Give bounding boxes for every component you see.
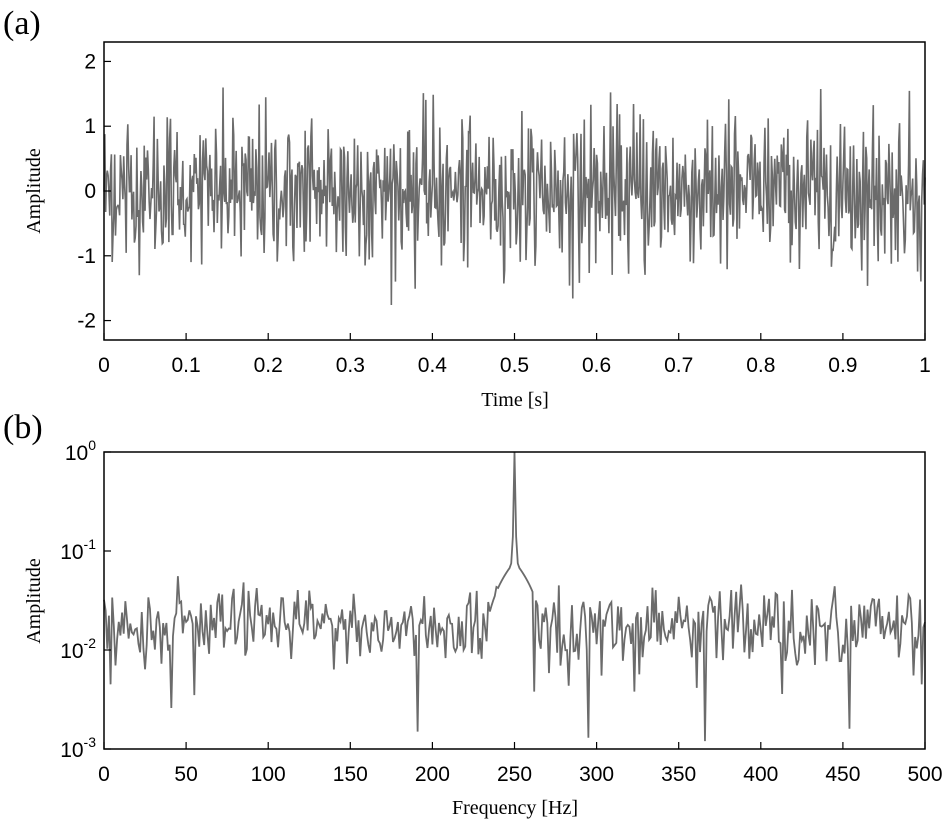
panel-a-x-tick-label: 0.8 bbox=[746, 354, 775, 377]
panel-a-x-axis-title: Time [s] bbox=[481, 389, 549, 411]
panel-b-x-tick-label: 400 bbox=[743, 763, 778, 786]
panel-b-x-tick-label: 200 bbox=[415, 763, 450, 786]
panel-b-x-tick-label: 50 bbox=[174, 763, 197, 786]
panel-b-y-ticks: 100 10-1 10-2 10-3 bbox=[60, 437, 111, 762]
panel-a-signal-line bbox=[103, 87, 926, 306]
panel-b-label: (b) bbox=[3, 409, 43, 446]
panel-a-x-tick-label: 1 bbox=[919, 354, 931, 377]
panel-b-y-tick-label: 10-2 bbox=[60, 635, 96, 663]
panel-a-y-tick-label: -1 bbox=[77, 245, 96, 268]
panel-a-y-axis-title: Amplitude bbox=[23, 148, 45, 234]
panel-a-plot-area bbox=[103, 87, 926, 306]
panel-b-y-tick-label: 10-3 bbox=[60, 734, 96, 762]
panel-a-x-tick-label: 0.7 bbox=[664, 354, 693, 377]
panel-b-x-tick-label: 0 bbox=[98, 763, 110, 786]
panel-b-spectrum-line bbox=[103, 451, 926, 742]
panel-b-x-tick-label: 150 bbox=[333, 763, 368, 786]
panel-b-plot-area bbox=[103, 451, 926, 742]
panel-a-x-tick-label: 0.1 bbox=[171, 354, 200, 377]
panel-a-y-tick-label: -2 bbox=[77, 310, 96, 333]
panel-b-x-tick-label: 250 bbox=[497, 763, 532, 786]
panel-a-y-tick-label: 2 bbox=[84, 50, 96, 73]
panel-b-y-axis-title: Amplitude bbox=[23, 558, 45, 644]
panel-b-x-tick-label: 500 bbox=[907, 763, 942, 786]
panel-a-x-tick-label: 0.3 bbox=[336, 354, 365, 377]
panel-a: (a) 0 0.1 0.2 0.3 0.4 0.5 0.6 0.7 0.8 0.9 1 -2 -1 0 1… bbox=[3, 5, 931, 411]
panel-a-x-tick-label: 0 bbox=[98, 354, 110, 377]
panel-b-y-tick-label: 100 bbox=[65, 437, 96, 465]
panel-b-x-tick-label: 350 bbox=[661, 763, 696, 786]
panel-b-y-tick-label: 10-1 bbox=[60, 536, 96, 564]
panel-b: (b) 0 50 100 150 200 250 300 350 400 450 500 10010… bbox=[3, 409, 943, 819]
panel-a-x-tick-label: 0.9 bbox=[828, 354, 857, 377]
panel-a-x-tick-label: 0.6 bbox=[582, 354, 611, 377]
panel-b-x-tick-label: 100 bbox=[251, 763, 286, 786]
panel-a-y-tick-label: 1 bbox=[84, 115, 96, 138]
panel-a-x-ticks: 0 0.1 0.2 0.3 0.4 0.5 0.6 0.7 0.8 0.9 1 bbox=[98, 333, 931, 377]
panel-a-y-ticks: -2 -1 0 1 2 bbox=[77, 50, 111, 333]
panel-a-x-tick-label: 0.4 bbox=[418, 354, 448, 377]
panel-b-x-ticks: 0 50 100 150 200 250 300 350 400 450 500 bbox=[98, 742, 943, 786]
panel-a-label: (a) bbox=[3, 5, 41, 42]
panel-a-x-tick-label: 0.2 bbox=[254, 354, 283, 377]
panel-b-x-axis-title: Frequency [Hz] bbox=[452, 797, 578, 819]
panel-a-y-tick-label: 0 bbox=[84, 180, 96, 203]
panel-a-x-tick-label: 0.5 bbox=[500, 354, 529, 377]
panel-b-x-tick-label: 450 bbox=[825, 763, 860, 786]
panel-b-x-tick-label: 300 bbox=[579, 763, 614, 786]
